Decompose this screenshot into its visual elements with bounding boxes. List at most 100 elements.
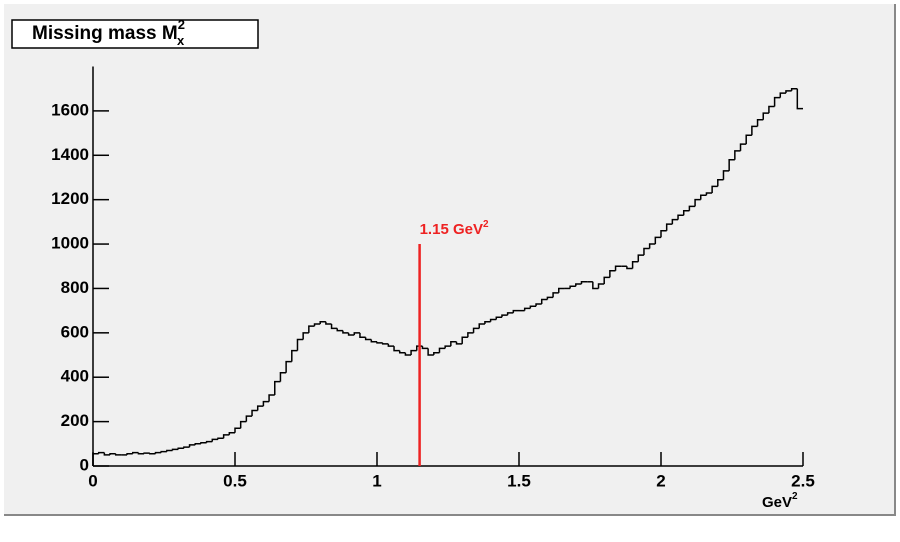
title-text: Missing mass M: [32, 23, 178, 44]
histogram-bin: [501, 314, 508, 318]
annotation-text: 1.15 GeV: [420, 221, 483, 238]
histogram-bin: [592, 281, 599, 290]
histogram-bin: [660, 229, 667, 238]
histogram-bin: [665, 223, 673, 231]
histogram-bin: [614, 265, 622, 271]
pad: [4, 4, 896, 516]
histogram-bin: [495, 316, 502, 320]
histogram-bin: [103, 452, 111, 456]
histogram-bin: [245, 415, 253, 422]
histogram-bin: [552, 292, 559, 298]
histogram-bin: [637, 254, 644, 262]
histogram-bin: [262, 400, 270, 407]
histogram-bin: [222, 434, 230, 439]
histogram-bin: [97, 451, 105, 454]
histogram-bin: [569, 285, 576, 289]
histogram-bin: [779, 92, 786, 98]
histogram-bin: [188, 444, 196, 448]
x-label-text: GeV: [762, 494, 792, 511]
x-axis-label: GeV2: [762, 491, 798, 511]
histogram-bin: [353, 332, 360, 336]
histogram-bin: [603, 276, 610, 285]
histogram-bin: [444, 345, 451, 349]
y-tick-label: 800: [61, 278, 89, 297]
histogram-bin: [92, 453, 99, 466]
histogram-bin: [251, 409, 258, 417]
histogram-bin: [734, 150, 741, 160]
histogram-bin: [410, 349, 417, 356]
y-tick-label: 200: [61, 411, 89, 430]
histogram-bin: [109, 453, 116, 455]
histogram-bin: [404, 352, 412, 356]
histogram-bin: [308, 325, 315, 333]
histogram-bin: [688, 205, 696, 211]
histogram-bin: [671, 218, 679, 225]
histogram-bin: [739, 143, 747, 151]
histogram-bin: [285, 360, 292, 373]
title-sub: x: [177, 33, 185, 48]
histogram-bin: [149, 453, 156, 455]
histogram-bin: [143, 452, 150, 454]
histogram-bin: [126, 453, 133, 455]
histogram-bin: [296, 338, 304, 351]
histogram-bin: [177, 447, 184, 450]
histogram-bin: [256, 405, 264, 411]
histogram-bin: [279, 372, 287, 382]
histogram-bin: [682, 210, 690, 216]
histogram-bin: [347, 332, 355, 336]
histogram-bin: [455, 341, 463, 345]
histogram-bin: [535, 303, 542, 307]
histogram-bin: [421, 346, 429, 350]
histogram-bin: [631, 261, 639, 269]
histogram-bin: [717, 178, 724, 187]
histogram-bin: [302, 332, 309, 340]
histogram-bin: [228, 431, 235, 435]
histogram-bin: [648, 243, 656, 249]
histogram-bin: [654, 236, 661, 245]
histogram-bin: [194, 443, 201, 445]
histogram-bin: [580, 281, 588, 285]
histogram-bin: [114, 453, 122, 456]
histogram-bin: [597, 283, 605, 289]
histogram-bin: [291, 349, 298, 362]
histogram-bin: [575, 283, 582, 287]
histogram-bin: [705, 192, 713, 196]
histogram-bin: [137, 452, 145, 455]
histogram-bin: [171, 448, 179, 451]
y-tick-label: 0: [80, 455, 89, 474]
histogram-bin: [540, 298, 548, 304]
histogram-bin: [364, 337, 372, 341]
histogram-bin: [450, 340, 457, 347]
histogram-bin: [472, 327, 480, 333]
histogram-bin: [319, 320, 326, 324]
histogram-bin: [132, 451, 139, 454]
annotation-sup: 2: [483, 219, 489, 230]
histogram-bin: [211, 438, 218, 442]
histogram-bin: [427, 348, 434, 356]
histogram-bin: [785, 90, 792, 94]
y-tick-label: 400: [61, 367, 89, 386]
histogram-bin: [313, 323, 321, 327]
histogram-bin: [461, 336, 468, 344]
x-tick-label: 2: [656, 471, 665, 490]
histogram-bin: [677, 214, 684, 220]
histogram-bin: [217, 437, 224, 440]
histogram-bin: [558, 287, 565, 293]
histogram-bin: [756, 119, 764, 127]
chart-title: Missing mass M2 x: [32, 17, 185, 48]
histogram-bin: [728, 158, 735, 171]
x-tick-label: 1.5: [507, 471, 531, 490]
histogram-bin: [751, 125, 758, 136]
histogram-bin: [626, 266, 633, 270]
x-label-sup: 2: [792, 491, 798, 502]
histogram-bin: [745, 134, 752, 145]
plot-area: 0 200 400 600 800 1000 1200 1400 1600 0 0.5 1 1.5 2 2.…: [51, 66, 815, 490]
histogram-bin: [523, 307, 531, 311]
x-tick-label: 0: [88, 471, 97, 490]
x-tick-label: 0.5: [223, 471, 247, 490]
histogram-bin: [722, 170, 730, 180]
histogram-bin: [381, 342, 389, 345]
histogram-bin: [200, 441, 207, 444]
histogram-bin: [467, 332, 474, 338]
